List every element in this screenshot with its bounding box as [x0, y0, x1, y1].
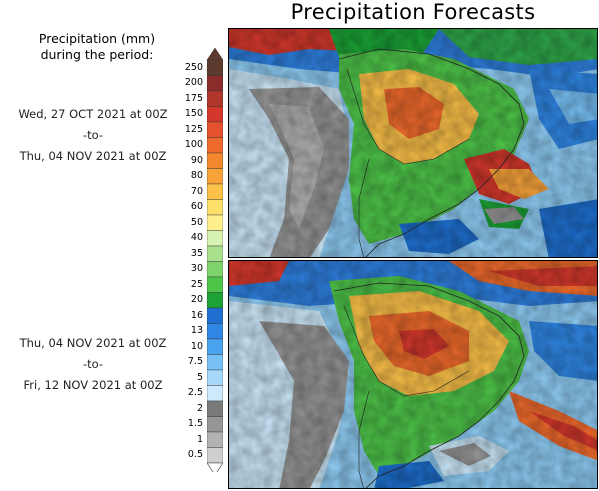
- colorbar-tick-label: 70: [190, 185, 203, 197]
- forecast-map-2-image: [229, 261, 597, 488]
- colorbar-tick-label: 2.5: [187, 387, 203, 399]
- colorbar-swatch: [207, 121, 223, 138]
- legend-title-line-2: during the period:: [40, 47, 154, 62]
- colorbar-tick-label: 0.5: [187, 449, 203, 461]
- colorbar-swatch: [207, 354, 223, 371]
- colorbar-swatch: [207, 168, 223, 185]
- colorbar-tick-label: 2: [196, 402, 203, 414]
- colorbar-swatch: [207, 230, 223, 247]
- colorbar-tick-label: 16: [190, 309, 203, 321]
- colorbar-tick-label: 125: [184, 123, 203, 135]
- period-2-separator: -to-: [82, 357, 104, 371]
- colorbar-swatch: [207, 385, 223, 402]
- colorbar-swatch: [207, 369, 223, 386]
- colorbar-swatch: [207, 400, 223, 417]
- colorbar-tick-label: 40: [190, 232, 203, 244]
- colorbar-swatch: [207, 90, 223, 107]
- colorbar-swatch: [207, 137, 223, 154]
- colorbar-tick-label: 7.5: [187, 356, 203, 368]
- colorbar-tick-label: 5: [196, 371, 203, 383]
- colorbar-tick-label: 250: [184, 61, 203, 73]
- colorbar-tick-label: 13: [190, 325, 203, 337]
- colorbar-swatch: [207, 307, 223, 324]
- colorbar-tick-label: 25: [190, 278, 203, 290]
- colorbar-swatch: [207, 245, 223, 262]
- colorbar-tick-label: 100: [184, 139, 203, 151]
- colorbar-tick-label: 60: [190, 201, 203, 213]
- colorbar-tick-label: 90: [190, 154, 203, 166]
- colorbar: [207, 48, 223, 472]
- colorbar-swatch: [207, 292, 223, 309]
- colorbar-tick-label: 1: [196, 433, 203, 445]
- colorbar-swatch: [207, 323, 223, 340]
- colorbar-swatch: [207, 214, 223, 231]
- colorbar-tick-label: 20: [190, 294, 203, 306]
- colorbar-tick-label: 50: [190, 216, 203, 228]
- colorbar-swatch: [207, 416, 223, 433]
- period-1-separator: -to-: [82, 128, 104, 142]
- colorbar-top-arrow: [207, 48, 223, 61]
- colorbar-tick-label: 30: [190, 263, 203, 275]
- colorbar-swatch: [207, 338, 223, 355]
- colorbar-bottom-arrow: [207, 462, 223, 472]
- colorbar-tick-label: 150: [184, 108, 203, 120]
- colorbar-swatch: [207, 447, 223, 464]
- colorbar-swatch: [207, 276, 223, 293]
- forecast-map-1-image: [229, 29, 597, 257]
- period-1-end: Thu, 04 NOV 2021 at 00Z: [19, 149, 167, 163]
- period-2-start: Thu, 04 NOV 2021 at 00Z: [19, 336, 167, 350]
- colorbar-tick-label: 10: [190, 340, 203, 352]
- colorbar-swatch: [207, 261, 223, 278]
- colorbar-swatch: [207, 75, 223, 92]
- colorbar-tick-label: 80: [190, 170, 203, 182]
- legend-title: Precipitation (mm) during the period:: [6, 31, 188, 63]
- period-2-end: Fri, 12 NOV 2021 at 00Z: [23, 378, 163, 392]
- colorbar-tick-label: 1.5: [187, 418, 203, 430]
- legend-title-line-1: Precipitation (mm): [38, 31, 156, 46]
- colorbar-swatch: [207, 431, 223, 448]
- colorbar-tick-label: 175: [184, 92, 203, 104]
- colorbar-swatch: [207, 152, 223, 169]
- colorbar-tick-label: 200: [184, 77, 203, 89]
- period-1-start: Wed, 27 OCT 2021 at 00Z: [18, 107, 168, 121]
- page-title: Precipitation Forecasts: [290, 0, 536, 24]
- colorbar-tick-label: 35: [190, 247, 203, 259]
- colorbar-swatch: [207, 183, 223, 200]
- legend-panel: Precipitation (mm) during the period: We…: [0, 0, 200, 491]
- colorbar-swatch: [207, 199, 223, 216]
- colorbar-swatch: [207, 106, 223, 123]
- colorbar-swatch: [207, 59, 223, 76]
- forecast-map-period-1: [228, 28, 598, 258]
- forecast-map-period-2: [228, 260, 598, 489]
